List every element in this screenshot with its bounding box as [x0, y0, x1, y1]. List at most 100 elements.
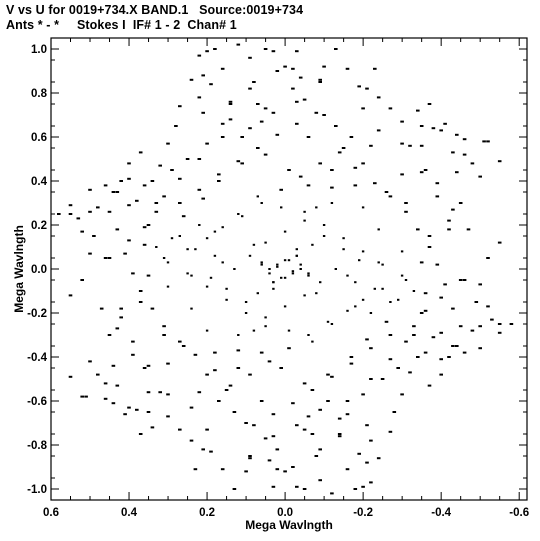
- y-tick-label: 1.0: [31, 44, 47, 56]
- data-point: [123, 413, 127, 416]
- data-point: [166, 415, 170, 418]
- x-axis: 0.6 0.4 0.2 0.0 -0.2 -0.4 -0.6: [43, 38, 529, 519]
- data-point: [326, 373, 330, 376]
- data-point: [326, 320, 330, 323]
- data-point: [201, 111, 205, 114]
- y-tick-label: 0.8: [31, 88, 48, 100]
- data-point: [244, 470, 248, 473]
- data-point: [455, 133, 459, 136]
- data-point: [267, 360, 272, 363]
- data-point: [146, 364, 151, 367]
- data-point: [115, 191, 120, 193]
- data-point: [330, 323, 334, 325]
- data-point: [197, 188, 202, 191]
- data-point: [146, 224, 151, 226]
- data-point: [388, 195, 393, 198]
- data-point: [419, 312, 424, 314]
- data-point: [166, 362, 170, 365]
- data-point: [166, 261, 170, 264]
- data-point: [447, 356, 451, 358]
- data-point: [439, 129, 443, 132]
- data-point: [318, 162, 322, 165]
- data-point: [302, 428, 307, 431]
- data-point: [369, 439, 373, 442]
- data-point: [443, 122, 447, 125]
- data-point: [228, 100, 233, 103]
- data-point: [380, 378, 385, 380]
- x-tick-label: 0.4: [121, 507, 138, 519]
- data-point: [248, 373, 252, 376]
- data-point: [201, 448, 205, 451]
- data-point: [213, 254, 217, 257]
- data-point: [435, 195, 440, 198]
- data-point: [295, 100, 299, 103]
- data-point: [486, 257, 490, 259]
- data-point: [111, 402, 116, 405]
- data-point: [181, 215, 186, 218]
- data-point: [345, 400, 350, 402]
- data-point: [291, 466, 295, 468]
- data-point: [127, 177, 131, 180]
- data-point: [260, 261, 263, 264]
- y-tick-label: -1.0: [27, 484, 47, 496]
- data-point: [237, 213, 240, 215]
- data-point: [447, 219, 451, 222]
- data-point: [224, 389, 229, 391]
- data-point: [303, 210, 306, 213]
- data-point: [408, 371, 412, 374]
- data-point: [236, 367, 241, 369]
- data-point: [268, 272, 271, 275]
- data-point: [267, 459, 272, 462]
- data-point: [295, 50, 299, 53]
- data-point: [470, 162, 475, 165]
- data-point: [373, 287, 376, 290]
- data-point: [248, 455, 252, 457]
- data-point: [146, 391, 151, 394]
- data-point: [283, 65, 287, 68]
- data-point: [451, 307, 455, 310]
- data-point: [295, 254, 298, 257]
- data-point: [127, 406, 131, 409]
- data-point: [291, 270, 295, 273]
- data-point: [131, 272, 135, 275]
- x-tick-label: 0.0: [277, 507, 293, 519]
- data-point: [318, 479, 322, 482]
- data-point: [283, 230, 287, 233]
- data-point: [384, 320, 389, 323]
- data-point: [287, 169, 291, 171]
- data-point: [162, 257, 166, 259]
- data-point: [115, 327, 120, 330]
- data-point: [439, 331, 443, 334]
- data-point: [256, 195, 259, 198]
- data-point: [423, 169, 428, 171]
- data-point: [197, 54, 202, 57]
- data-point: [295, 485, 299, 488]
- data-point: [376, 129, 381, 132]
- data-point: [248, 56, 252, 59]
- data-point: [392, 411, 397, 413]
- data-point: [419, 171, 424, 174]
- data-point: [423, 351, 428, 354]
- data-point: [166, 142, 170, 145]
- data-point: [337, 151, 342, 154]
- data-point: [162, 325, 166, 328]
- data-point: [205, 285, 209, 288]
- data-point: [197, 158, 202, 160]
- data-point: [357, 85, 361, 88]
- data-point: [232, 488, 237, 490]
- data-point: [416, 228, 420, 231]
- data-point: [260, 202, 263, 204]
- data-point: [497, 160, 502, 163]
- data-point: [248, 457, 252, 460]
- data-point: [357, 452, 361, 455]
- data-point: [427, 235, 432, 237]
- data-point: [377, 228, 380, 231]
- data-point: [119, 316, 123, 319]
- data-point: [361, 485, 365, 488]
- data-point: [271, 111, 276, 114]
- y-tick-label: 0.6: [31, 132, 47, 144]
- data-point: [162, 334, 166, 336]
- data-point: [365, 338, 369, 341]
- data-point: [256, 147, 260, 149]
